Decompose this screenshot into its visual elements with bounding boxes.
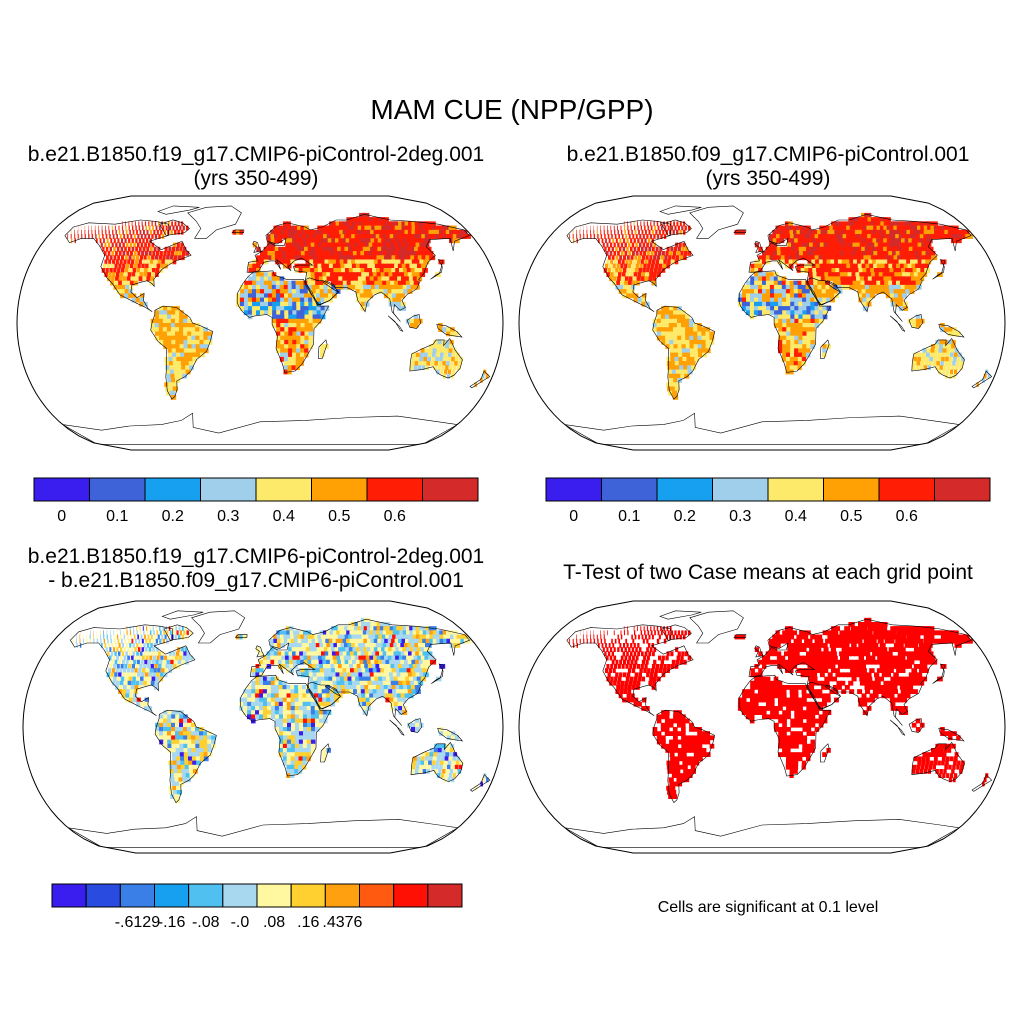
panel-1-colorbar-swatch-6 [366, 477, 423, 502]
panel-2-data-cells [569, 212, 991, 400]
panel-3-title: b.e21.B1850.f19_g17.CMIP6-piControl-2deg… [0, 545, 512, 593]
panel-3-colorbar-swatch-7 [290, 883, 326, 908]
panel-3-data-cells [72, 617, 489, 804]
panel-3-colorbar-tick-label: -.08 [192, 914, 220, 931]
panel-3-colorbar-swatch-6 [256, 883, 292, 908]
panel-3-colorbar: -.6129-.16 -.08 -.0 .08 .16.4376 [51, 883, 463, 931]
panel-3-coastlines [67, 610, 491, 848]
panel-2-colorbar-swatch-3 [712, 477, 769, 502]
panel-3-colorbar-swatch-9 [359, 883, 395, 908]
panel-2-colorbar-swatch-6 [878, 477, 935, 502]
panel-3-colorbar-swatch-3 [154, 883, 190, 908]
panel-3-colorbar-tick-label: -.0 [231, 914, 250, 931]
panel-3-colorbar-tick-label: .08 [263, 914, 285, 931]
panel-2-title-line1: b.e21.B1850.f09_g17.CMIP6-piControl.001 [566, 143, 970, 166]
panel-4-title-line1: T-Test of two Case means at each grid po… [563, 561, 973, 584]
panel-3-map [22, 600, 504, 854]
panel-3-colorbar-tick-label: -.16 [158, 914, 186, 931]
panel-2-globe-outline [518, 195, 1006, 451]
panel-1-colorbar-tick-label: 0.2 [162, 508, 184, 525]
panel-1-colorbar-swatch-1 [89, 477, 146, 502]
panel-2-colorbar-swatch-7 [934, 477, 991, 502]
figure-title: MAM CUE (NPP/GPP) [370, 94, 654, 125]
panel-2-colorbar-swatch-2 [656, 477, 713, 502]
panel-2-colorbar-tick-label: 0.5 [840, 508, 862, 525]
panel-3-colorbar-swatch-0 [51, 883, 87, 908]
panel-3-colorbar-tick-label: .4376 [322, 914, 362, 931]
panel-3-globe-outline [22, 600, 504, 854]
panel-3-colorbar-tick-label: .16 [297, 914, 319, 931]
panel-1-map [16, 195, 504, 451]
significance-note: Cells are significant at 0.1 level [657, 899, 879, 916]
panel-2-colorbar-tick-label: 0.1 [618, 508, 640, 525]
panel-1-colorbar-tick-label: 0.4 [273, 508, 295, 525]
panel-1-colorbar-swatch-3 [200, 477, 257, 502]
panel-1-colorbar-swatch-7 [422, 477, 479, 502]
panel-1-colorbar-tick-label: 0.3 [217, 508, 239, 525]
panel-3-colorbar-swatch-11 [427, 883, 463, 908]
panel-1-globe-outline [16, 195, 504, 451]
panel-2-colorbar-tick-label: 0.6 [896, 508, 918, 525]
panel-1-coastlines [62, 205, 491, 445]
panel-2-colorbar-tick-label: 0 [569, 508, 578, 525]
panel-3-colorbar-swatch-4 [188, 883, 224, 908]
panel-1-colorbar-tick-label: 0 [57, 508, 66, 525]
panel-3-title-line1: b.e21.B1850.f19_g17.CMIP6-piControl-2deg… [27, 545, 485, 568]
panel-4-coastlines [564, 610, 993, 848]
panel-1-colorbar-tick-label: 0.1 [106, 508, 128, 525]
panel-1-title-line1: b.e21.B1850.f19_g17.CMIP6-piControl-2deg… [27, 143, 485, 166]
panel-4-title: T-Test of two Case means at each grid po… [512, 561, 1024, 585]
panel-2-colorbar-tick-label: 0.2 [674, 508, 696, 525]
panel-1-colorbar-swatch-2 [144, 477, 201, 502]
panel-2-colorbar-tick-label: 0.3 [729, 508, 751, 525]
panel-2-title: b.e21.B1850.f09_g17.CMIP6-piControl.001 … [512, 143, 1024, 191]
panel-3-colorbar-swatch-1 [85, 883, 121, 908]
panel-2-title-line2: (yrs 350-499) [705, 167, 831, 190]
panel-1-title-line2: (yrs 350-499) [193, 167, 319, 190]
panel-1-data-cells [67, 212, 489, 400]
panel-1-colorbar-tick-label: 0.5 [328, 508, 350, 525]
panel-2-colorbar-tick-label: 0.4 [785, 508, 807, 525]
panel-4-map [518, 600, 1006, 854]
panel-2-colorbar: 0 0.1 0.2 0.3 0.4 0.5 0.6 [545, 477, 991, 525]
panel-1-colorbar: 0 0.1 0.2 0.3 0.4 0.5 0.6 [33, 477, 479, 525]
panel-4-globe-outline [518, 600, 1006, 854]
panel-2-coastlines [564, 205, 993, 445]
panel-2-map [518, 195, 1006, 451]
panel-1-colorbar-tick-label: 0.6 [384, 508, 406, 525]
panel-3-colorbar-swatch-2 [119, 883, 156, 908]
panel-2-colorbar-swatch-5 [823, 477, 880, 502]
panel-3-colorbar-tick-label: -.6129 [115, 914, 160, 931]
panel-1-colorbar-swatch-4 [255, 477, 312, 502]
panel-2-colorbar-swatch-0 [545, 477, 602, 502]
panel-1-colorbar-swatch-0 [33, 477, 90, 502]
panel-1-colorbar-swatch-5 [311, 477, 368, 502]
panel-3-colorbar-swatch-5 [222, 883, 258, 908]
panel-3-colorbar-swatch-10 [393, 883, 429, 908]
panel-2-colorbar-swatch-4 [767, 477, 824, 502]
panel-3-title-line2: - b.e21.B1850.f09_g17.CMIP6-piControl.00… [48, 569, 464, 592]
panel-2-colorbar-swatch-1 [601, 477, 658, 502]
panel-1-title: b.e21.B1850.f19_g17.CMIP6-piControl-2deg… [0, 143, 512, 191]
panel-3-colorbar-swatch-8 [324, 883, 361, 908]
